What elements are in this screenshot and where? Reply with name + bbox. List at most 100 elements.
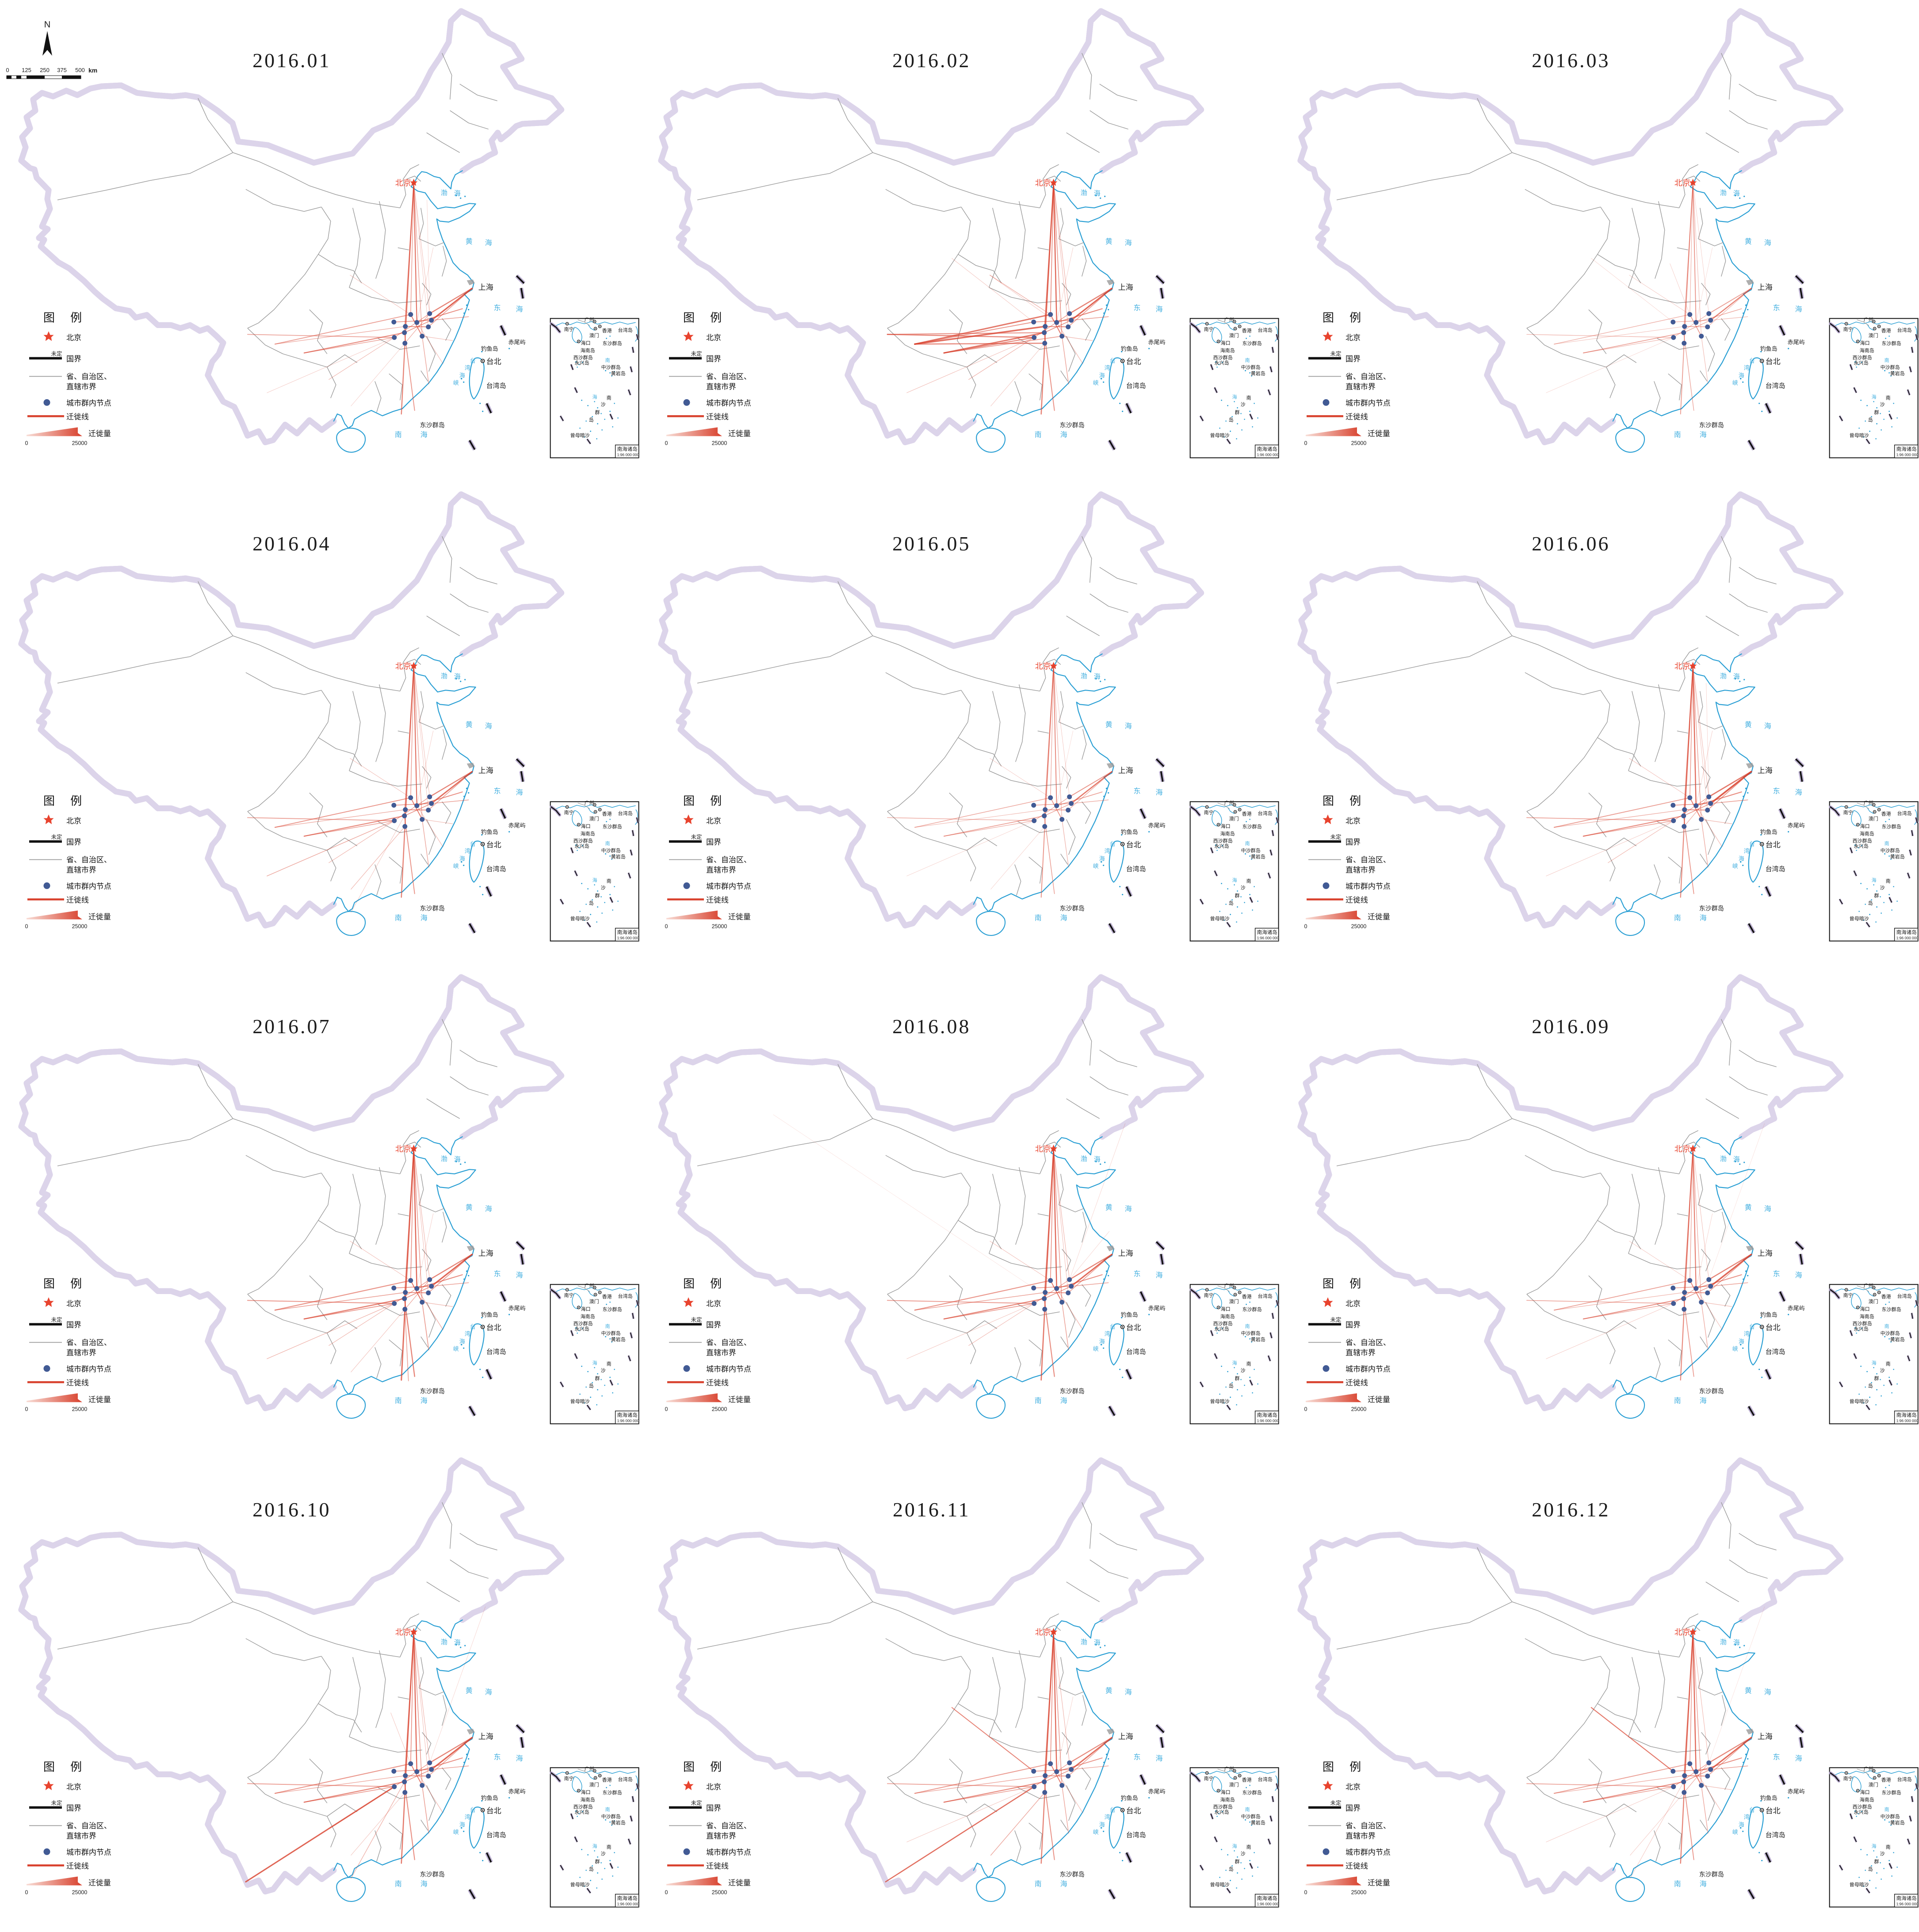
- legend-province-label-line2: 直辖市界: [1346, 1348, 1376, 1357]
- inset-sea-label-hai: 海: [1872, 1359, 1877, 1366]
- migration-line: [968, 337, 1034, 380]
- taiwan-island-label: 台湾岛: [1126, 1831, 1146, 1839]
- migration-line: [431, 316, 469, 321]
- migration-line: [267, 337, 395, 393]
- inset-sea-label-nan: 南: [605, 1323, 610, 1329]
- legend-node-label: 城市群内节点: [66, 399, 111, 407]
- inset-zengmu-label: 曾母暗沙: [1850, 432, 1869, 438]
- inset-basemap: [550, 1284, 639, 1424]
- migration-line: [989, 758, 1051, 798]
- legend-volume-min: 0: [25, 1406, 28, 1412]
- migration-line: [906, 1303, 1034, 1359]
- migration-line: [989, 1241, 1051, 1281]
- sea-label-huanghai: 黄海: [1745, 237, 1771, 247]
- legend-volume-max: 25000: [711, 923, 727, 929]
- chiwei-label: 赤尾屿: [1148, 822, 1165, 829]
- taiwan-island-label: 台湾岛: [1766, 865, 1785, 873]
- legend-star-icon: [1323, 1780, 1333, 1790]
- north-arrow-icon: [42, 31, 52, 56]
- sea-label-huanghai: 黄海: [466, 237, 492, 247]
- legend-node-label: 城市群内节点: [1346, 1848, 1391, 1856]
- legend-national-label: 国界: [66, 1804, 81, 1812]
- migration-line: [1680, 825, 1685, 898]
- legend-node-label: 城市群内节点: [706, 882, 751, 890]
- sea-label-taiwan-strait: 台湾海峡: [453, 840, 476, 869]
- migration-line: [1044, 332, 1055, 411]
- migration-line: [404, 1298, 415, 1377]
- migration-line: [394, 796, 430, 821]
- migration-line: [1709, 1123, 1765, 1280]
- migration-line: [1554, 1292, 1685, 1310]
- china-migration-map: 2016.11 北京 上海 台北 钓鱼岛 赤尾屿 台湾岛 东沙群岛 渤海 黄海 …: [640, 1449, 1280, 1932]
- sea-label-nanhai: 南海: [1674, 431, 1707, 439]
- inset-guangzhou-label: 广州: [585, 800, 594, 806]
- inset-zhongsha-label: 中沙群岛: [1881, 364, 1900, 370]
- migration-line: [303, 332, 405, 354]
- legend-volume-symbol: [1306, 1876, 1362, 1885]
- map-title: 2016.01: [252, 49, 331, 72]
- legend-beijing-label: 北京: [1346, 1299, 1361, 1308]
- scale-tick: 375: [57, 67, 67, 73]
- legend-line-label: 迁徙线: [1346, 412, 1368, 421]
- migration-line: [417, 247, 434, 323]
- migration-line: [431, 1282, 469, 1287]
- map-title: 2016.07: [252, 1015, 331, 1038]
- migration-line: [303, 815, 405, 837]
- migration-line: [404, 1286, 432, 1299]
- inset-haikou-marker-icon: [1856, 1306, 1860, 1310]
- migration-line: [329, 820, 395, 863]
- legend-line-label: 迁徙线: [1346, 1378, 1368, 1387]
- legend-undetermined-label: 未定: [1330, 350, 1342, 357]
- migration-line: [410, 1763, 423, 1786]
- legend-province-label-line1: 省、自治区、: [706, 1338, 751, 1347]
- taiwan-island-label: 台湾岛: [486, 1831, 506, 1839]
- beijing-label: 北京: [1674, 1145, 1690, 1153]
- inset-hainan-label: 海南岛: [1860, 830, 1874, 836]
- city-cluster-node: [1671, 335, 1676, 340]
- city-cluster-node: [1068, 801, 1074, 806]
- beijing-label: 北京: [1674, 179, 1690, 187]
- migration-line: [1033, 320, 1072, 323]
- city-cluster-node: [1708, 1283, 1713, 1289]
- south-china-sea-inset: 南宁 广州 香港 澳门 海口 台湾岛 东沙群岛 海南岛 西沙群岛 永兴岛 中沙群…: [550, 1766, 639, 1907]
- inset-haikou-label: 海口: [1220, 1789, 1230, 1795]
- migration-line: [1673, 796, 1709, 821]
- migration-line: [1050, 182, 1054, 315]
- migration-line: [1629, 1241, 1690, 1281]
- city-cluster-node: [1068, 317, 1074, 323]
- migration-line: [413, 182, 423, 336]
- city-cluster-node: [426, 807, 431, 813]
- migration-line: [1050, 1148, 1054, 1281]
- city-cluster-node: [1708, 1767, 1713, 1772]
- taipei-marker-icon: [1120, 359, 1125, 363]
- city-cluster-node: [1054, 1286, 1059, 1291]
- legend-volume-min: 0: [1304, 1406, 1307, 1412]
- migration-line: [943, 1303, 1035, 1320]
- migration-line: [1673, 1769, 1711, 1772]
- migration-line: [1696, 308, 1742, 323]
- migration-line: [1684, 1762, 1709, 1793]
- inset-dongsha-label: 东沙群岛: [1882, 1789, 1901, 1795]
- legend-volume-max: 25000: [72, 923, 88, 929]
- migration-line: [1061, 336, 1093, 341]
- inset-macau-marker-icon: [1233, 327, 1237, 331]
- inset-scale-text: 1:96 000 000: [617, 935, 639, 940]
- migration-line: [1583, 332, 1684, 354]
- inset-macau-label: 澳门: [1869, 815, 1878, 821]
- migration-line: [1708, 288, 1752, 314]
- migration-line: [303, 1781, 405, 1803]
- inset-zhongsha-label: 中沙群岛: [1881, 1330, 1900, 1336]
- inset-scale-text: 1:96 000 000: [1896, 935, 1919, 940]
- inset-frame-title: 南海诸岛: [1896, 929, 1917, 935]
- inset-huangyan-label: 黄岩岛: [1250, 853, 1265, 859]
- city-cluster-node: [427, 311, 432, 316]
- city-cluster-node: [392, 1784, 397, 1789]
- sea-label-taiwan-strait: 台湾海峡: [1732, 840, 1755, 869]
- shanghai-label: 上海: [1118, 766, 1133, 775]
- inset-haikou-marker-icon: [1216, 340, 1220, 344]
- legend-star-icon: [43, 1780, 54, 1790]
- south-china-sea-inset: 南宁 广州 香港 澳门 海口 台湾岛 东沙群岛 海南岛 西沙群岛 永兴岛 中沙群…: [1190, 317, 1279, 458]
- city-cluster-node: [1047, 1278, 1053, 1283]
- inset-frame-title: 南海诸岛: [617, 446, 638, 452]
- legend-province-label-line1: 省、自治区、: [706, 855, 751, 864]
